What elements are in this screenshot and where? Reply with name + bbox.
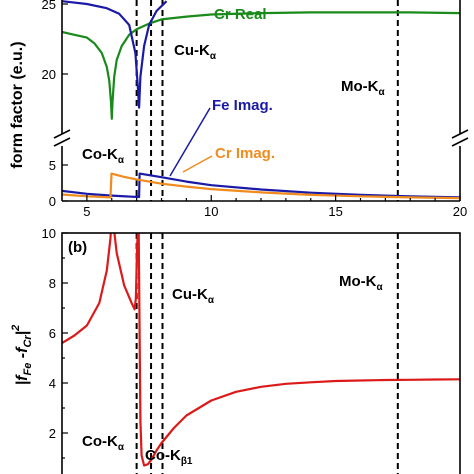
top-panel: 5 10 15 20 20 25 0 5 form factor (e.u.) Cr Real… bbox=[9, 0, 469, 219]
top-ticks: 5 10 15 20 20 25 0 5 bbox=[42, 0, 468, 219]
ylabel-sup: 2 bbox=[10, 325, 22, 332]
mo-ka-bot-sub: α bbox=[377, 282, 384, 293]
bottom-frame bbox=[61, 232, 461, 474]
bottom-y-tick-label-4: 4 bbox=[49, 376, 56, 391]
fe-imag-label: Fe Imag. bbox=[212, 97, 273, 114]
bottom-y-tick-label-6: 6 bbox=[49, 326, 56, 341]
series-cr-real-line bbox=[62, 11, 460, 120]
co-ka-bot-sub: α bbox=[118, 442, 125, 453]
bottom-series bbox=[62, 233, 460, 467]
series-cr-imag-line bbox=[62, 172, 460, 200]
series-fe-imag-line bbox=[62, 172, 460, 199]
top-lower-y-tick-label-5: 5 bbox=[49, 158, 56, 173]
top-x-tick-label-10: 10 bbox=[204, 204, 218, 219]
bottom-y-tick-label-2: 2 bbox=[49, 426, 56, 441]
top-upper-series bbox=[62, 0, 460, 120]
mo-ka-top-sub: α bbox=[379, 87, 386, 98]
cr-real-label: Cr Real bbox=[214, 6, 267, 23]
cu-ka-bottom-label: Cu-Kα bbox=[172, 286, 215, 306]
co-ka-top-sub: α bbox=[118, 155, 125, 166]
co-ka-top-text: Co-K bbox=[82, 146, 118, 163]
series-fe-real-line bbox=[62, 0, 168, 109]
panel-b-label: (b) bbox=[68, 239, 87, 256]
bottom-y-tick-label-8: 8 bbox=[49, 276, 56, 291]
axis-break-right-2 bbox=[451, 137, 469, 147]
bottom-dashed-lines bbox=[135, 233, 399, 474]
bottom-panel: 0246810 (b) |fFe -fCr|2 Cu-Kα Mo-Kα Co-K… bbox=[10, 226, 461, 474]
ylabel-sub-fe: Fe bbox=[22, 363, 34, 376]
cu-ka-top-text: Cu-K bbox=[174, 42, 210, 59]
top-lower-series bbox=[62, 172, 460, 200]
co-ka-bot-text: Co-K bbox=[82, 433, 118, 450]
ylabel-main: |f bbox=[14, 374, 31, 385]
co-ka-top-label: Co-Kα bbox=[82, 146, 125, 166]
top-dashed-lines bbox=[135, 0, 399, 201]
bottom-ticks: 0246810 bbox=[42, 226, 68, 459]
mo-ka-bottom-label: Mo-Kα bbox=[339, 273, 384, 293]
cu-ka-bot-text: Cu-K bbox=[172, 286, 208, 303]
series-difference-line bbox=[62, 233, 460, 467]
top-y-axis-label: form factor (e.u.) bbox=[9, 41, 26, 168]
top-x-tick-label-5: 5 bbox=[83, 204, 90, 219]
mo-ka-bot-text: Mo-K bbox=[339, 273, 377, 290]
top-x-tick-label-15: 15 bbox=[328, 204, 342, 219]
mo-ka-top-label: Mo-Kα bbox=[341, 78, 386, 98]
co-kb-bot-sub: β1 bbox=[181, 456, 193, 467]
bottom-y-axis-label: |fFe -fCr|2 bbox=[10, 325, 34, 386]
top-lower-y-tick-label-0: 0 bbox=[49, 194, 56, 209]
axis-break-left-1 bbox=[53, 129, 71, 139]
ylabel-mid: -f bbox=[14, 346, 31, 363]
cr-imag-pointer bbox=[182, 155, 213, 173]
axis-break-left-2 bbox=[53, 137, 71, 147]
axis-break-right-1 bbox=[451, 129, 469, 139]
bottom-y-tick-label-10: 10 bbox=[42, 226, 56, 241]
cu-ka-top-sub: α bbox=[210, 51, 217, 62]
top-x-tick-label-20: 20 bbox=[453, 204, 467, 219]
fe-imag-pointer bbox=[169, 107, 211, 177]
ylabel-end: | bbox=[14, 331, 31, 335]
co-ka-bottom-label: Co-Kα bbox=[82, 433, 125, 453]
cu-ka-top-label: Cu-Kα bbox=[174, 42, 217, 62]
top-upper-y-tick-label-20: 20 bbox=[42, 67, 56, 82]
cu-ka-bot-sub: α bbox=[208, 295, 215, 306]
mo-ka-top-text: Mo-K bbox=[341, 78, 379, 95]
top-upper-y-tick-label-25: 25 bbox=[42, 0, 56, 12]
cr-imag-label: Cr Imag. bbox=[215, 145, 275, 162]
co-kb-bottom-label: Co-Kβ1 bbox=[145, 447, 193, 467]
ylabel-sub-cr: Cr bbox=[22, 335, 34, 348]
co-kb-bot-text: Co-K bbox=[145, 447, 181, 464]
